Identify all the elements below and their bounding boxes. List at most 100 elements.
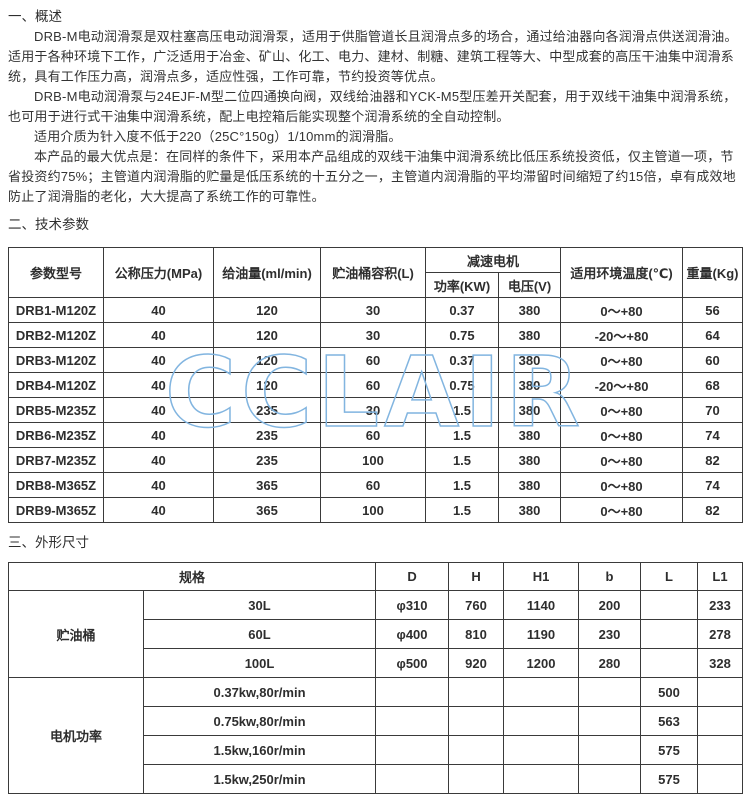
- table-row: DRB9-M365Z 40 365 100 1.5 380 0～+80 82: [8, 497, 744, 523]
- value-cell: [503, 677, 580, 707]
- value-cell: 233: [697, 590, 744, 620]
- model-cell: DRB4-M120Z: [8, 372, 104, 398]
- value-cell: [697, 764, 744, 794]
- table-row: 1.5kw,250r/min 575: [9, 764, 744, 794]
- value-cell: 30: [320, 297, 426, 323]
- value-cell: 1190: [503, 619, 580, 649]
- value-cell: [640, 648, 699, 678]
- table-row: DRB1-M120Z 40 120 30 0.37 380 0～+80 56: [8, 297, 744, 323]
- value-cell: 100: [320, 497, 426, 523]
- value-cell: [697, 735, 744, 765]
- value-cell: 40: [103, 447, 214, 473]
- value-cell: 60: [320, 372, 426, 398]
- value-cell: -20～+80: [560, 372, 684, 398]
- value-cell: 1.5: [425, 422, 499, 448]
- value-cell: [503, 706, 580, 736]
- value-cell: 0～+80: [560, 497, 684, 523]
- col-header-weight: 重量(Kg): [682, 247, 744, 298]
- col-header-pressure: 公称压力(MPa): [103, 247, 214, 298]
- col-header-d: D: [375, 562, 450, 591]
- value-cell: 40: [103, 397, 214, 423]
- value-cell: [375, 764, 450, 794]
- value-cell: 0～+80: [560, 347, 684, 373]
- model-cell: DRB7-M235Z: [8, 447, 104, 473]
- col-header-power: 功率(KW): [425, 272, 499, 298]
- value-cell: 235: [213, 397, 321, 423]
- col-header-l: L: [640, 562, 699, 591]
- col-header-oil-supply: 给油量(ml/min): [213, 247, 321, 298]
- col-header-b: b: [578, 562, 642, 591]
- col-header-model: 参数型号: [8, 247, 104, 298]
- value-cell: 575: [640, 735, 699, 765]
- tech-params-table-header: 参数型号 公称压力(MPa) 给油量(ml/min) 贮油桶容积(L) 减速电机…: [8, 247, 744, 298]
- value-cell: 380: [497, 372, 562, 398]
- value-cell: φ400: [375, 619, 450, 649]
- value-cell: φ500: [375, 648, 450, 678]
- value-cell: 280: [578, 648, 642, 678]
- value-cell: 1200: [503, 648, 580, 678]
- value-cell: 30: [320, 397, 426, 423]
- table-row: 100L φ500 920 1200 280 328: [9, 648, 744, 678]
- value-cell: [578, 706, 642, 736]
- value-cell: [375, 706, 450, 736]
- value-cell: 760: [448, 590, 505, 620]
- value-cell: 0.75: [425, 322, 499, 348]
- value-cell: 60: [320, 422, 426, 448]
- section-heading-overview: 一、概述: [8, 9, 62, 24]
- section-heading-tech-params: 二、技术参数: [8, 217, 89, 232]
- value-cell: 0.75: [425, 372, 499, 398]
- value-cell: 500: [640, 677, 699, 707]
- overview-paragraph-4: 本产品的最大优点是：在同样的条件下，采用本产品组成的双线干油集中润滑系统比低压系…: [8, 149, 736, 204]
- value-cell: 120: [213, 322, 321, 348]
- value-cell: 1.5: [425, 447, 499, 473]
- value-cell: 920: [448, 648, 505, 678]
- col-header-ambient-temp: 适用环境温度(℃): [560, 247, 684, 298]
- value-cell: 235: [213, 447, 321, 473]
- table-row: 电机功率 0.37kw,80r/min 500: [8, 677, 744, 794]
- value-cell: 40: [103, 297, 214, 323]
- value-cell: 74: [682, 472, 744, 498]
- value-cell: 40: [103, 322, 214, 348]
- value-cell: 0～+80: [560, 447, 684, 473]
- value-cell: 365: [213, 497, 321, 523]
- value-cell: [448, 706, 505, 736]
- value-cell: 70: [682, 397, 744, 423]
- value-cell: 380: [497, 297, 562, 323]
- value-cell: 30: [320, 322, 426, 348]
- value-cell: [578, 677, 642, 707]
- overview-paragraph-3: 适用介质为针入度不低于220（25C°150g）1/10mm的润滑脂。: [34, 129, 402, 144]
- model-cell: DRB9-M365Z: [8, 497, 104, 523]
- value-cell: 380: [497, 347, 562, 373]
- table-row: DRB2-M120Z 40 120 30 0.75 380 -20～+80 64: [8, 322, 744, 348]
- model-cell: DRB1-M120Z: [8, 297, 104, 323]
- col-header-voltage: 电压(V): [497, 272, 562, 298]
- overview-paragraph-2: DRB-M电动润滑泵与24EJF-M型二位四通换向阀，双线给油器和YCK-M5型…: [8, 89, 737, 124]
- value-cell: 60: [320, 472, 426, 498]
- value-cell: 1.5: [425, 497, 499, 523]
- spec-cell: 1.5kw,160r/min: [142, 735, 377, 765]
- value-cell: 74: [682, 422, 744, 448]
- value-cell: 40: [103, 497, 214, 523]
- value-cell: 0～+80: [560, 422, 684, 448]
- table-row: 贮油桶 30L φ310 760 1140 200 233: [8, 590, 744, 678]
- value-cell: [375, 735, 450, 765]
- model-cell: DRB3-M120Z: [8, 347, 104, 373]
- value-cell: 0.37: [425, 347, 499, 373]
- section-heading-dimensions: 三、外形尺寸: [8, 535, 89, 550]
- value-cell: 365: [213, 472, 321, 498]
- dimensions-table-header: 规格 D H H1 b L L1: [7, 562, 744, 591]
- spec-cell: 1.5kw,250r/min: [142, 764, 377, 794]
- value-cell: 810: [448, 619, 505, 649]
- value-cell: 380: [497, 497, 562, 523]
- col-header-motor-group: 减速电机: [424, 247, 562, 273]
- value-cell: 82: [682, 447, 744, 473]
- value-cell: 328: [697, 648, 744, 678]
- value-cell: 60: [682, 347, 744, 373]
- value-cell: [640, 590, 699, 620]
- value-cell: [448, 764, 505, 794]
- value-cell: [375, 677, 450, 707]
- tech-params-table: 参数型号 公称压力(MPa) 给油量(ml/min) 贮油桶容积(L) 减速电机…: [8, 247, 744, 523]
- value-cell: 0～+80: [560, 297, 684, 323]
- value-cell: 40: [103, 422, 214, 448]
- value-cell: 0～+80: [560, 397, 684, 423]
